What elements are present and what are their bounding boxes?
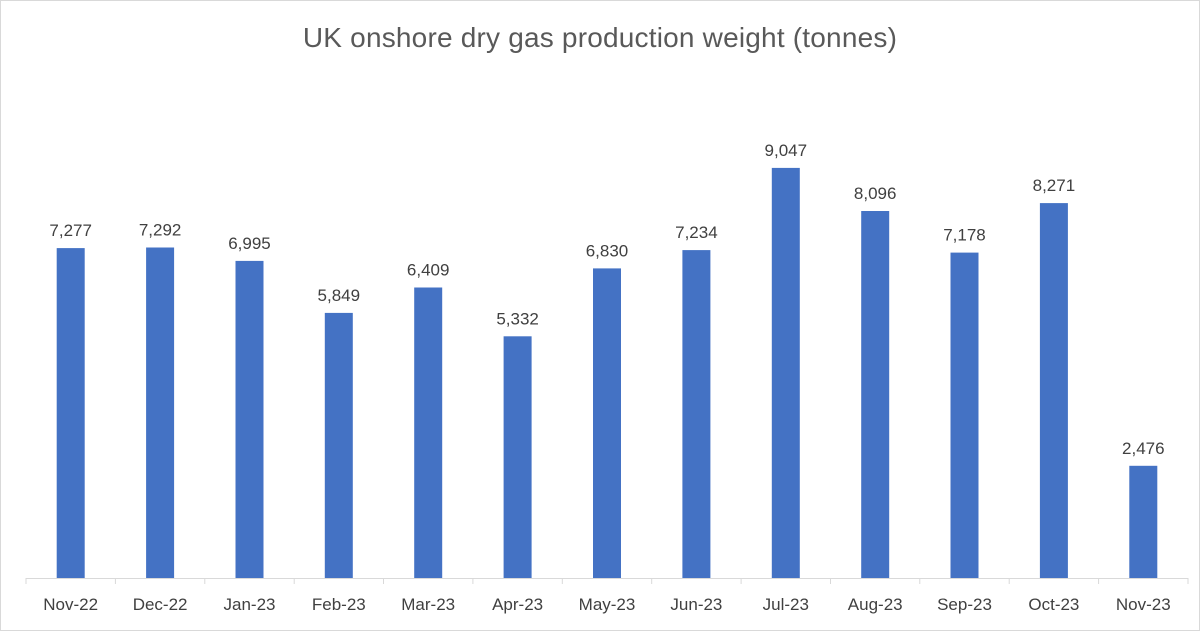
bar-oct-23 bbox=[1039, 203, 1068, 578]
x-tick-label-mar-23: Mar-23 bbox=[401, 595, 455, 614]
chart-title: UK onshore dry gas production weight (to… bbox=[302, 22, 898, 53]
bar-may-23 bbox=[593, 268, 621, 578]
bar-feb-23 bbox=[324, 312, 353, 578]
data-label-may-23: 6,830 bbox=[586, 241, 629, 260]
bar-jul-23 bbox=[771, 167, 800, 578]
data-label-aug-23: 8,096 bbox=[854, 184, 897, 203]
data-label-jan-23: 6,995 bbox=[228, 234, 271, 253]
bar-aug-23 bbox=[861, 211, 890, 578]
x-tick-label-group: Nov-22 Dec-22 Jan-23 Feb-23 Mar-23 Apr-23 May-… bbox=[43, 595, 1170, 614]
x-tick-label-jan-23: Jan-23 bbox=[224, 595, 276, 614]
bar-nov-23 bbox=[1129, 465, 1158, 578]
x-tick-label-aug-23: Aug-23 bbox=[848, 595, 903, 614]
data-label-jun-23: 7,234 bbox=[675, 223, 718, 242]
bar-dec-22 bbox=[146, 247, 175, 578]
data-label-nov-22: 7,277 bbox=[49, 221, 92, 240]
x-tick-label-oct-23: Oct-23 bbox=[1028, 595, 1079, 614]
bar-jan-23 bbox=[235, 260, 264, 578]
data-label-sep-23: 7,178 bbox=[943, 226, 986, 245]
x-tick-label-apr-23: Apr-23 bbox=[492, 595, 543, 614]
bar-mar-23 bbox=[414, 287, 443, 578]
x-tick-label-nov-23: Nov-23 bbox=[1116, 595, 1171, 614]
data-label-nov-23: 2,476 bbox=[1122, 439, 1165, 458]
data-label-oct-23: 8,271 bbox=[1033, 176, 1076, 195]
data-label-apr-23: 5,332 bbox=[496, 309, 539, 328]
data-label-jul-23: 9,047 bbox=[765, 141, 808, 160]
x-tick-label-dec-22: Dec-22 bbox=[133, 595, 188, 614]
data-label-feb-23: 5,849 bbox=[318, 286, 361, 305]
x-tick-label-may-23: May-23 bbox=[579, 595, 636, 614]
x-tick-label-sep-23: Sep-23 bbox=[937, 595, 992, 614]
bar-group bbox=[56, 167, 1158, 578]
data-label-group: 7,277 7,292 6,995 5,849 6,409 5,332 6,830 7,234… bbox=[49, 141, 1164, 458]
data-label-mar-23: 6,409 bbox=[407, 261, 450, 280]
x-tick-label-nov-22: Nov-22 bbox=[43, 595, 98, 614]
data-label-dec-22: 7,292 bbox=[139, 221, 182, 240]
x-axis bbox=[25, 578, 1189, 584]
x-tick-label-feb-23: Feb-23 bbox=[312, 595, 366, 614]
bar-jun-23 bbox=[682, 250, 711, 578]
x-tick-label-jul-23: Jul-23 bbox=[763, 595, 809, 614]
bar-nov-22 bbox=[56, 248, 85, 578]
bar-sep-23 bbox=[950, 252, 979, 578]
bar-apr-23 bbox=[503, 336, 532, 578]
x-tick-label-jun-23: Jun-23 bbox=[670, 595, 722, 614]
